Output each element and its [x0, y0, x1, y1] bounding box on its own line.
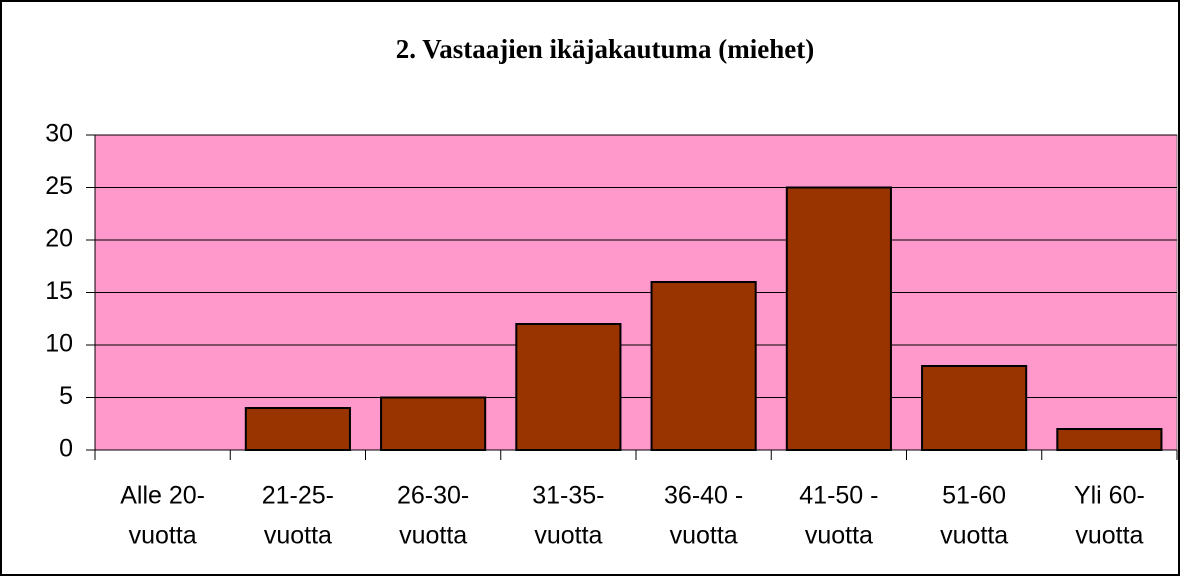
x-tick-label: vuotta	[940, 522, 1008, 550]
y-tick-label: 20	[45, 225, 73, 253]
bar	[650, 281, 757, 451]
bar	[785, 186, 892, 451]
x-tick-label: 21-25-	[262, 482, 334, 510]
chart-title: 2. Vastaajien ikäjakautuma (miehet)	[396, 34, 815, 64]
x-tick-label: Yli 60-	[1074, 482, 1145, 510]
x-tick-label: 36-40 -	[664, 482, 743, 510]
bar	[921, 365, 1028, 451]
y-tick-label: 10	[45, 330, 73, 358]
x-tick-label: vuotta	[399, 522, 467, 550]
x-tick-label: 31-35-	[532, 482, 604, 510]
y-tick-label: 15	[45, 277, 73, 305]
x-tick-label: vuotta	[805, 522, 873, 550]
bar	[244, 407, 351, 451]
bar	[515, 323, 622, 451]
x-tick-label: vuotta	[534, 522, 602, 550]
x-tick-label: vuotta	[264, 522, 332, 550]
x-tick-label: 26-30-	[397, 482, 469, 510]
bar	[380, 396, 487, 451]
y-tick-label: 0	[59, 435, 73, 463]
x-tick-label: 51-60	[942, 482, 1006, 510]
y-tick-label: 5	[59, 382, 73, 410]
x-tick-label: Alle 20-	[120, 482, 205, 510]
bar	[1056, 428, 1163, 451]
x-tick-label: vuotta	[670, 522, 738, 550]
x-tick-label: 41-50 -	[799, 482, 878, 510]
x-tick-label: vuotta	[1075, 522, 1143, 550]
y-tick-label: 30	[45, 120, 73, 148]
y-tick-label: 25	[45, 172, 73, 200]
x-tick-label: vuotta	[129, 522, 197, 550]
